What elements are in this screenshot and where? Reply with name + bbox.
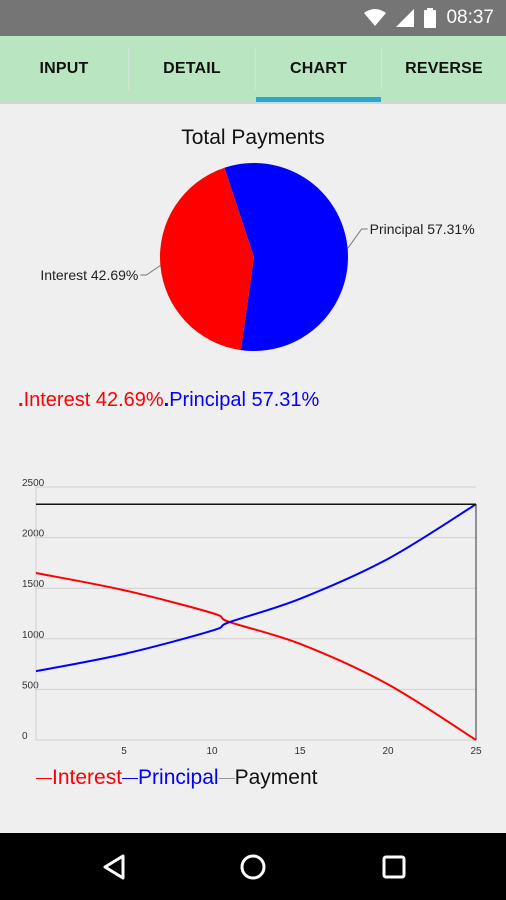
legend-marker-principal: .	[163, 389, 170, 411]
legend-label-interest: Interest 42.69%	[23, 389, 164, 411]
status-bar: 08:37	[0, 0, 506, 36]
legend-label-principal: Principal 57.31%	[169, 389, 320, 411]
y-tick-label: 0	[22, 731, 28, 742]
pie-leader-principal	[347, 228, 368, 249]
tab-input[interactable]: INPUT	[39, 60, 89, 77]
navigation-bar	[0, 833, 506, 900]
legend-line-principal	[122, 777, 139, 779]
recents-icon[interactable]	[364, 833, 424, 900]
series-line-interest	[35, 572, 477, 741]
legend-label-principal: Principal	[138, 766, 219, 789]
x-tick-label: 15	[294, 746, 306, 757]
tab-chart[interactable]: CHART	[256, 36, 381, 102]
tab-reverse[interactable]: REVERSE	[405, 60, 483, 77]
y-tick-label: 2500	[22, 478, 45, 489]
tab-bar-shadow	[0, 102, 506, 104]
tab-divider	[255, 48, 256, 90]
y-tick-label: 2000	[22, 529, 45, 540]
x-tick-label: 20	[382, 746, 394, 757]
tab-bar: INPUT DETAIL CHART REVERSE	[0, 36, 506, 102]
home-icon[interactable]	[223, 833, 283, 900]
tab-divider	[128, 48, 129, 90]
pie-slice-interest	[160, 167, 254, 351]
wifi-icon	[364, 9, 387, 27]
x-tick-label: 5	[121, 746, 127, 757]
legend-label-payment: Payment	[234, 766, 318, 789]
pie-label-principal: Principal 57.31%	[370, 221, 475, 237]
x-tick-label: 10	[206, 746, 218, 757]
status-time: 08:37	[446, 7, 494, 28]
x-tick-label: 25	[470, 746, 482, 757]
y-tick-label: 1500	[22, 579, 45, 590]
battery-icon	[424, 8, 437, 28]
line-legend: Interest Principal Payment	[36, 766, 317, 790]
signal-icon	[396, 9, 415, 27]
tab-detail[interactable]: DETAIL	[163, 60, 221, 77]
legend-marker-interest: .	[18, 389, 24, 411]
y-tick-label: 500	[22, 680, 39, 691]
pie-chart-title: Total Payments	[181, 126, 325, 149]
tab-divider	[381, 48, 382, 90]
y-tick-label: 1000	[22, 630, 45, 641]
pie-slice-principal	[224, 162, 348, 351]
legend-label-interest: Interest	[52, 766, 123, 789]
pie-legend: .Interest 42.69%.Principal 57.31%	[18, 389, 319, 412]
status-icons: 08:37	[364, 0, 494, 36]
legend-line-interest	[36, 777, 52, 779]
back-icon[interactable]	[84, 833, 144, 900]
pie-label-interest: Interest 42.69%	[40, 267, 138, 283]
pie-leader-interest	[140, 265, 161, 276]
series-line-principal	[35, 503, 477, 673]
legend-line-payment	[218, 777, 235, 779]
